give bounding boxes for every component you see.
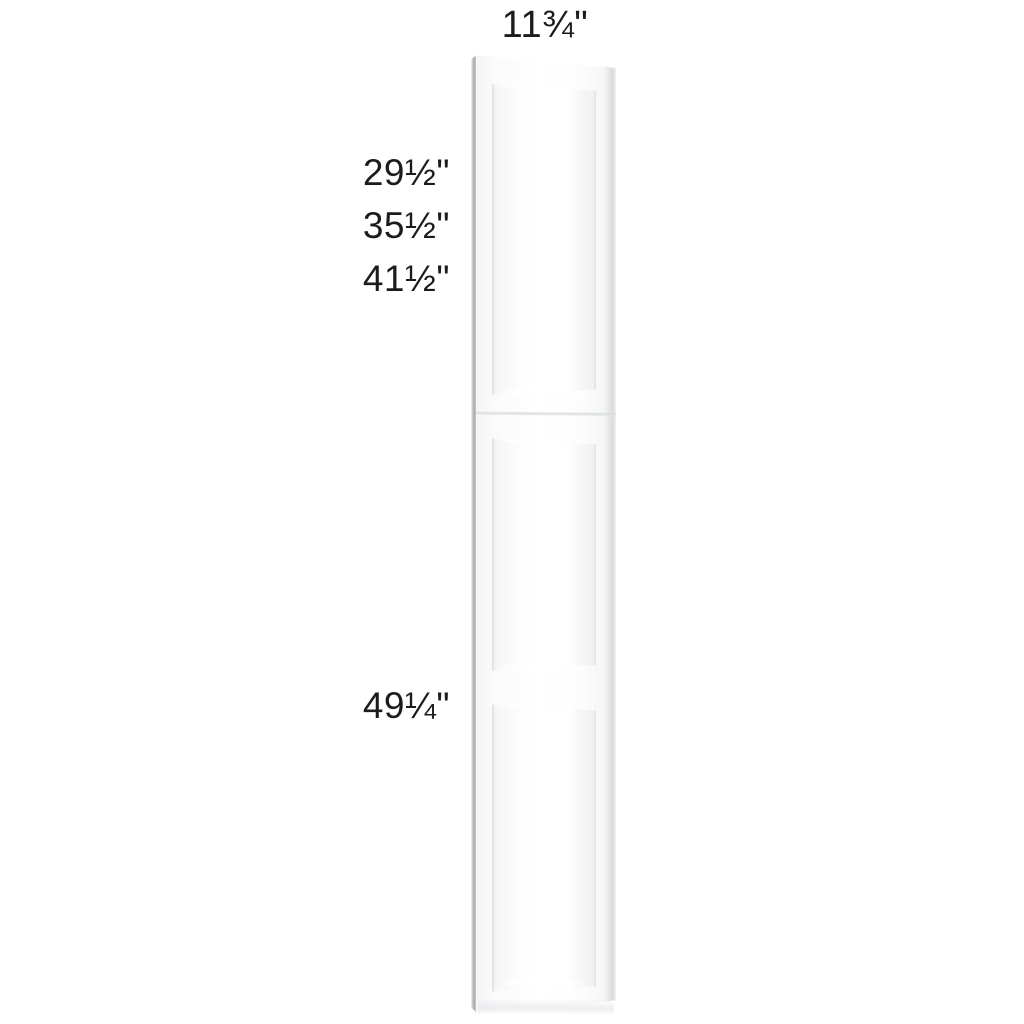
- recessed-panel-middle: [492, 438, 596, 671]
- dimension-label-height-option-3: 41½": [362, 258, 450, 299]
- recessed-panel-upper: [492, 84, 596, 395]
- panel-right-edge-shading: [604, 65, 614, 1003]
- panel-side-edge: [471, 55, 477, 1013]
- recessed-panel-lower: [492, 704, 596, 992]
- dimension-label-height-option-1: 29½": [362, 152, 450, 193]
- dimension-label-width: 11¾": [501, 4, 589, 46]
- panel-bottom-shading: [477, 998, 615, 1016]
- dimension-label-height-option-2: 35½": [362, 205, 450, 246]
- cabinet-end-panel: [468, 50, 617, 1018]
- dimension-label-lower-section-height: 49¼": [362, 685, 450, 726]
